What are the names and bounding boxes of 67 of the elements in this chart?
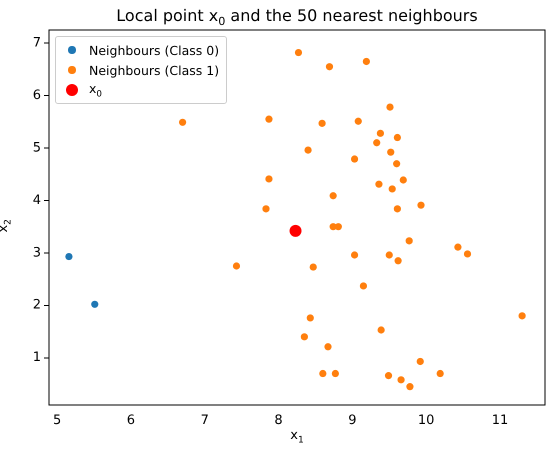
point bbox=[354, 118, 362, 125]
point bbox=[386, 104, 394, 111]
x-axis-title: x$_{1}$ bbox=[289, 428, 305, 446]
y-tick-label: 7 bbox=[32, 35, 41, 50]
point bbox=[232, 262, 240, 270]
x-tick-label: 5 bbox=[52, 413, 62, 428]
point bbox=[400, 176, 407, 184]
point bbox=[373, 139, 380, 146]
legend-label: Neighbours (Class 0) bbox=[89, 42, 220, 58]
point bbox=[387, 148, 394, 156]
y-tick-label: 4 bbox=[32, 192, 41, 208]
point bbox=[416, 358, 424, 366]
y-tick-label: 5 bbox=[32, 140, 41, 156]
point bbox=[375, 180, 383, 188]
point bbox=[326, 63, 334, 70]
point bbox=[406, 237, 413, 244]
point bbox=[384, 372, 392, 380]
point bbox=[464, 250, 472, 258]
chart-title: Local point x$_{0}$ and the 50 nearest neighbours bbox=[115, 6, 479, 28]
y-tick-label: 1 bbox=[32, 350, 41, 366]
point bbox=[394, 205, 401, 212]
point bbox=[378, 326, 385, 334]
point bbox=[324, 343, 332, 350]
point bbox=[393, 160, 400, 168]
legend-label: Neighbours (Class 1) bbox=[89, 62, 220, 78]
point bbox=[417, 202, 425, 209]
y-tick-label: 3 bbox=[32, 245, 41, 260]
point bbox=[300, 333, 308, 340]
point bbox=[388, 185, 396, 193]
point bbox=[454, 244, 462, 251]
x-tick-label: 10 bbox=[418, 413, 434, 428]
point bbox=[332, 370, 339, 378]
point bbox=[350, 251, 358, 259]
x-tick-label: 8 bbox=[274, 413, 283, 428]
x-tick-label: 9 bbox=[348, 413, 356, 428]
point bbox=[406, 383, 414, 390]
point bbox=[394, 134, 401, 142]
y-tick-label: 2 bbox=[32, 298, 41, 313]
point bbox=[386, 251, 393, 259]
point bbox=[362, 58, 370, 66]
point bbox=[310, 263, 317, 271]
legend-label: x$_{0}$ bbox=[89, 80, 102, 100]
point bbox=[360, 282, 368, 290]
point bbox=[262, 205, 270, 212]
point bbox=[330, 192, 337, 200]
point bbox=[304, 146, 312, 154]
point bbox=[397, 376, 405, 384]
x-tick-label: 6 bbox=[126, 413, 136, 428]
point bbox=[436, 370, 444, 378]
x-tick-label: 11 bbox=[492, 413, 508, 428]
point bbox=[350, 155, 358, 163]
point bbox=[518, 312, 526, 320]
point bbox=[376, 130, 384, 137]
point bbox=[265, 116, 273, 123]
point bbox=[334, 223, 342, 230]
point bbox=[65, 252, 73, 260]
point bbox=[294, 48, 302, 56]
point bbox=[318, 120, 326, 127]
point bbox=[178, 118, 186, 126]
point bbox=[91, 300, 98, 308]
point bbox=[306, 314, 314, 322]
point bbox=[319, 370, 326, 378]
x-tick-label: 7 bbox=[200, 413, 209, 428]
point bbox=[265, 175, 273, 183]
point bbox=[290, 224, 302, 237]
point bbox=[394, 257, 402, 264]
y-tick-label: 6 bbox=[32, 88, 41, 103]
